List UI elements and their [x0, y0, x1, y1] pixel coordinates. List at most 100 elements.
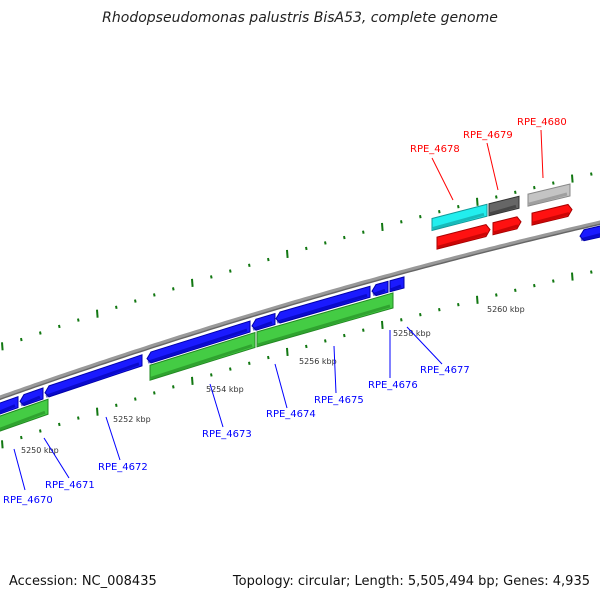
gene-label-rpe_4671[interactable]: RPE_4671	[45, 480, 95, 491]
kbp-label: 5258 kbp	[393, 329, 431, 338]
minor-tick	[400, 220, 403, 224]
gene-label-rpe_4673[interactable]: RPE_4673	[202, 429, 252, 440]
minor-tick	[153, 293, 156, 297]
reverse-gene[interactable]	[19, 387, 44, 407]
cds-feature[interactable]	[256, 292, 394, 348]
minor-tick	[153, 391, 156, 395]
minor-tick	[495, 293, 498, 297]
minor-tick	[248, 263, 251, 267]
forward-gene-shade	[532, 212, 570, 225]
minor-tick	[20, 337, 23, 342]
minor-tick	[172, 385, 175, 389]
gene-label-leader	[406, 326, 443, 365]
forward-feature-shade	[528, 192, 568, 206]
gene-label-leader	[431, 157, 454, 201]
gene-label-leader	[43, 437, 70, 479]
reverse-gene[interactable]	[275, 285, 371, 324]
minor-tick	[438, 209, 441, 214]
minor-tick	[77, 318, 80, 322]
gene-label-rpe_4674[interactable]: RPE_4674	[266, 409, 316, 420]
gene-label-leader	[105, 416, 121, 461]
minor-tick	[305, 344, 308, 349]
reverse-gene-shade	[372, 288, 386, 297]
gene-label-leader	[486, 142, 499, 191]
minor-tick	[229, 269, 232, 273]
cds-feature[interactable]	[149, 331, 256, 381]
reverse-gene-shade	[0, 404, 16, 414]
minor-tick	[248, 361, 251, 365]
minor-tick	[134, 299, 137, 303]
minor-tick	[533, 283, 536, 288]
minor-tick	[343, 235, 346, 240]
minor-tick	[229, 367, 232, 371]
major-tick	[381, 222, 384, 232]
minor-tick	[77, 416, 80, 420]
cds-feature-shade	[257, 304, 391, 347]
cds-feature-shade	[0, 410, 46, 431]
reverse-gene-shade	[580, 233, 600, 242]
minor-tick	[305, 246, 308, 251]
forward-feature-shade	[432, 212, 485, 230]
gene-label-leader	[333, 345, 337, 394]
gene-label-rpe_4679[interactable]: RPE_4679	[463, 130, 513, 141]
minor-tick	[267, 257, 270, 262]
minor-tick	[457, 302, 460, 307]
gene-label-leader	[13, 448, 26, 491]
minor-tick	[533, 185, 536, 190]
minor-tick	[590, 270, 593, 274]
forward-gene-shade	[493, 224, 519, 235]
minor-tick	[115, 305, 118, 310]
backbone-shadow	[0, 222, 600, 401]
minor-tick	[552, 181, 555, 185]
gene-label-rpe_4676[interactable]: RPE_4676	[368, 380, 418, 391]
accession-text: Accession: NC_008435	[9, 574, 157, 589]
reverse-gene[interactable]	[44, 354, 143, 398]
minor-tick	[58, 324, 61, 329]
major-tick	[571, 272, 574, 281]
gene-label-leader	[274, 363, 288, 409]
gene-label-rpe_4672[interactable]: RPE_4672	[98, 462, 148, 473]
minor-tick	[172, 287, 175, 291]
minor-tick	[514, 190, 517, 194]
minor-tick	[134, 397, 137, 401]
kbp-label: 5256 kbp	[299, 357, 337, 366]
forward-gene-shade	[437, 232, 488, 249]
major-tick	[571, 174, 574, 183]
gene-label-rpe_4677[interactable]: RPE_4677	[420, 365, 470, 376]
reverse-gene[interactable]	[251, 312, 276, 331]
minor-tick	[39, 331, 42, 335]
reverse-gene-shade	[20, 395, 41, 407]
kbp-label: 5250 kbp	[21, 446, 59, 455]
minor-tick	[362, 230, 365, 234]
minor-tick	[495, 195, 498, 199]
major-tick	[381, 320, 384, 330]
gene-label-leader	[540, 129, 544, 179]
reverse-gene[interactable]	[146, 320, 251, 364]
minor-tick	[115, 403, 118, 408]
major-tick	[191, 376, 194, 385]
minor-tick	[457, 204, 460, 209]
cds-feature-shade	[150, 344, 253, 380]
minor-tick	[362, 328, 365, 332]
major-tick	[476, 295, 479, 304]
reverse-gene-shade	[276, 293, 368, 324]
minor-tick	[419, 312, 422, 317]
major-tick	[286, 249, 289, 259]
gene-label-leader	[209, 383, 224, 428]
minor-tick	[210, 275, 213, 279]
minor-tick	[324, 339, 327, 343]
minor-tick	[552, 279, 555, 283]
gene-label-rpe_4678[interactable]: RPE_4678	[410, 144, 460, 155]
minor-tick	[590, 172, 593, 176]
minor-tick	[39, 429, 42, 433]
gene-label-rpe_4670[interactable]: RPE_4670	[3, 495, 53, 506]
minor-tick	[514, 288, 517, 292]
minor-tick	[20, 435, 23, 440]
reverse-gene-shade	[45, 362, 140, 398]
major-tick	[96, 309, 99, 318]
gene-label-rpe_4675[interactable]: RPE_4675	[314, 395, 364, 406]
reverse-gene-shade	[390, 284, 402, 292]
gene-label-rpe_4680[interactable]: RPE_4680	[517, 117, 567, 128]
